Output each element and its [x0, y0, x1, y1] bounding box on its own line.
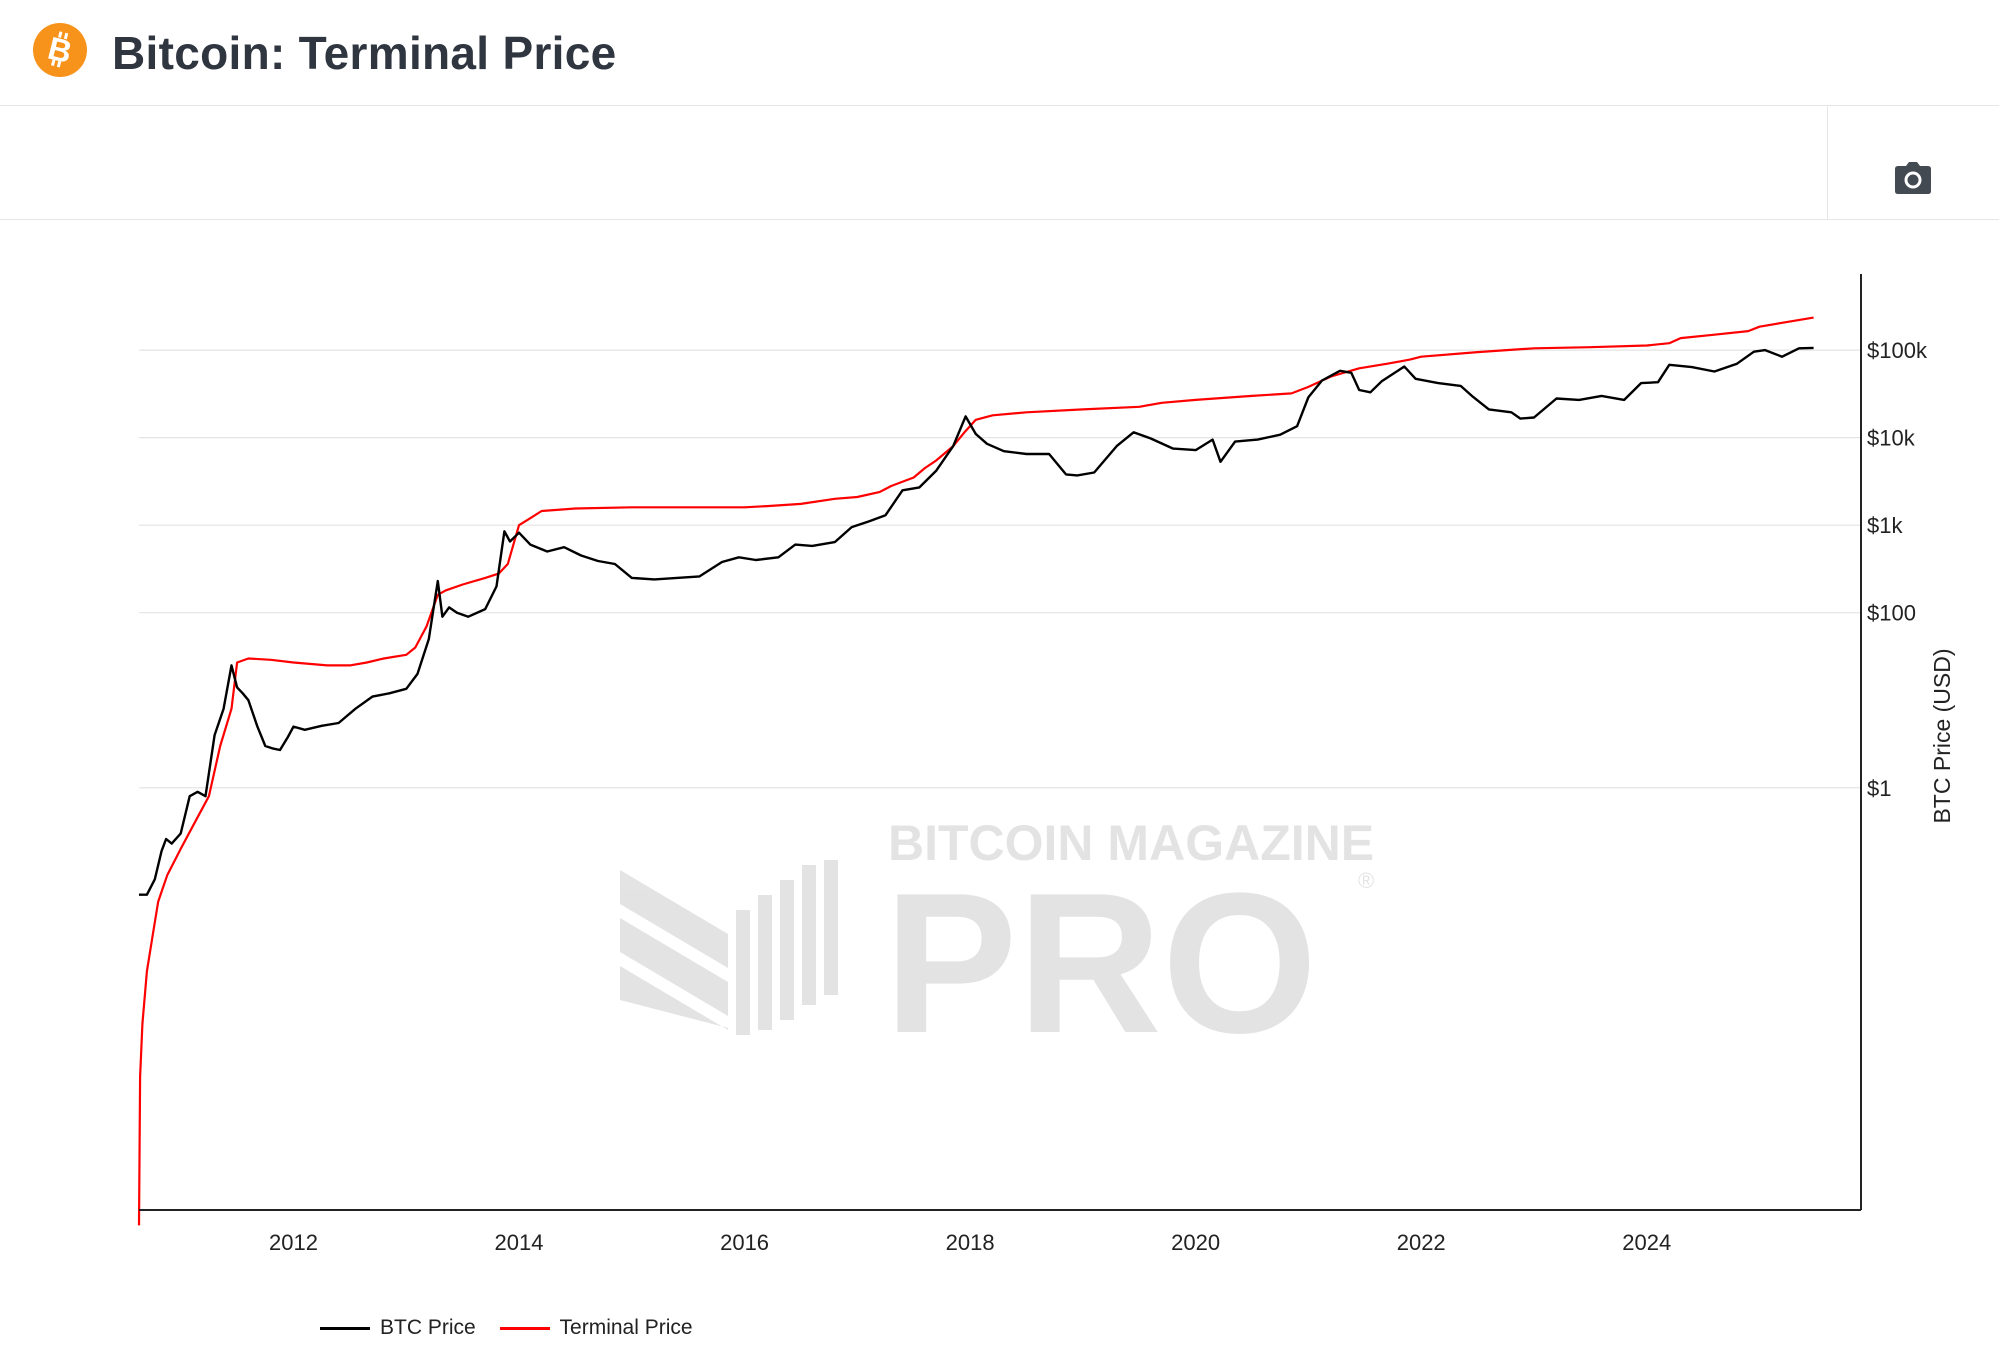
legend-item-btc-price[interactable]: BTC Price — [320, 1316, 476, 1340]
y-axis-title: BTC Price (USD) — [1929, 648, 1955, 823]
chart-legend: BTC Price Terminal Price — [320, 1316, 711, 1344]
toolbar-divider — [1827, 106, 1828, 219]
page-header: B Bitcoin: Terminal Price — [0, 0, 1999, 106]
y-tick-label: $100k — [1867, 338, 1928, 363]
y-tick-label: $1k — [1867, 513, 1903, 538]
x-axis-ticks: 2012 2014 2016 2018 2020 2022 2024 — [269, 1230, 1671, 1255]
terminal-price-line — [137, 316, 1814, 1226]
series-layer — [137, 316, 1814, 1226]
camera-icon[interactable] — [1893, 160, 1933, 196]
watermark: BITCOIN MAGAZINE PRO ® — [620, 815, 1374, 1075]
watermark-registered: ® — [1358, 868, 1374, 893]
btc-price-line — [139, 346, 1814, 896]
y-tick-label: $1 — [1867, 776, 1891, 801]
x-tick-label: 2014 — [495, 1230, 544, 1255]
x-tick-label: 2022 — [1397, 1230, 1446, 1255]
legend-swatch-terminal-price — [499, 1326, 550, 1330]
y-tick-label: $100 — [1867, 601, 1916, 626]
legend-item-terminal-price[interactable]: Terminal Price — [499, 1316, 693, 1340]
watermark-brand: BITCOIN MAGAZINE — [888, 815, 1374, 871]
x-tick-label: 2020 — [1171, 1230, 1220, 1255]
x-tick-label: 2012 — [269, 1230, 318, 1255]
x-tick-label: 2018 — [946, 1230, 995, 1255]
watermark-product: PRO — [884, 852, 1317, 1075]
terminal-price-chart: BITCOIN MAGAZINE PRO ® $1 $100 $1k $10k $100… — [137, 274, 1955, 1255]
y-tick-label: $10k — [1867, 426, 1916, 451]
x-tick-label: 2024 — [1622, 1230, 1671, 1255]
page-title: Bitcoin: Terminal Price — [112, 27, 617, 79]
watermark-logo-icon — [620, 860, 838, 1035]
y-axis-ticks: $1 $100 $1k $10k $100k — [1867, 338, 1928, 801]
legend-label-btc-price: BTC Price — [380, 1316, 476, 1339]
bitcoin-icon: B — [33, 23, 87, 77]
legend-label-terminal-price: Terminal Price — [559, 1316, 693, 1339]
x-tick-label: 2016 — [720, 1230, 769, 1255]
grid-lines — [139, 349, 1861, 789]
chart-toolbar — [0, 106, 1999, 220]
legend-swatch-btc-price — [320, 1326, 370, 1330]
